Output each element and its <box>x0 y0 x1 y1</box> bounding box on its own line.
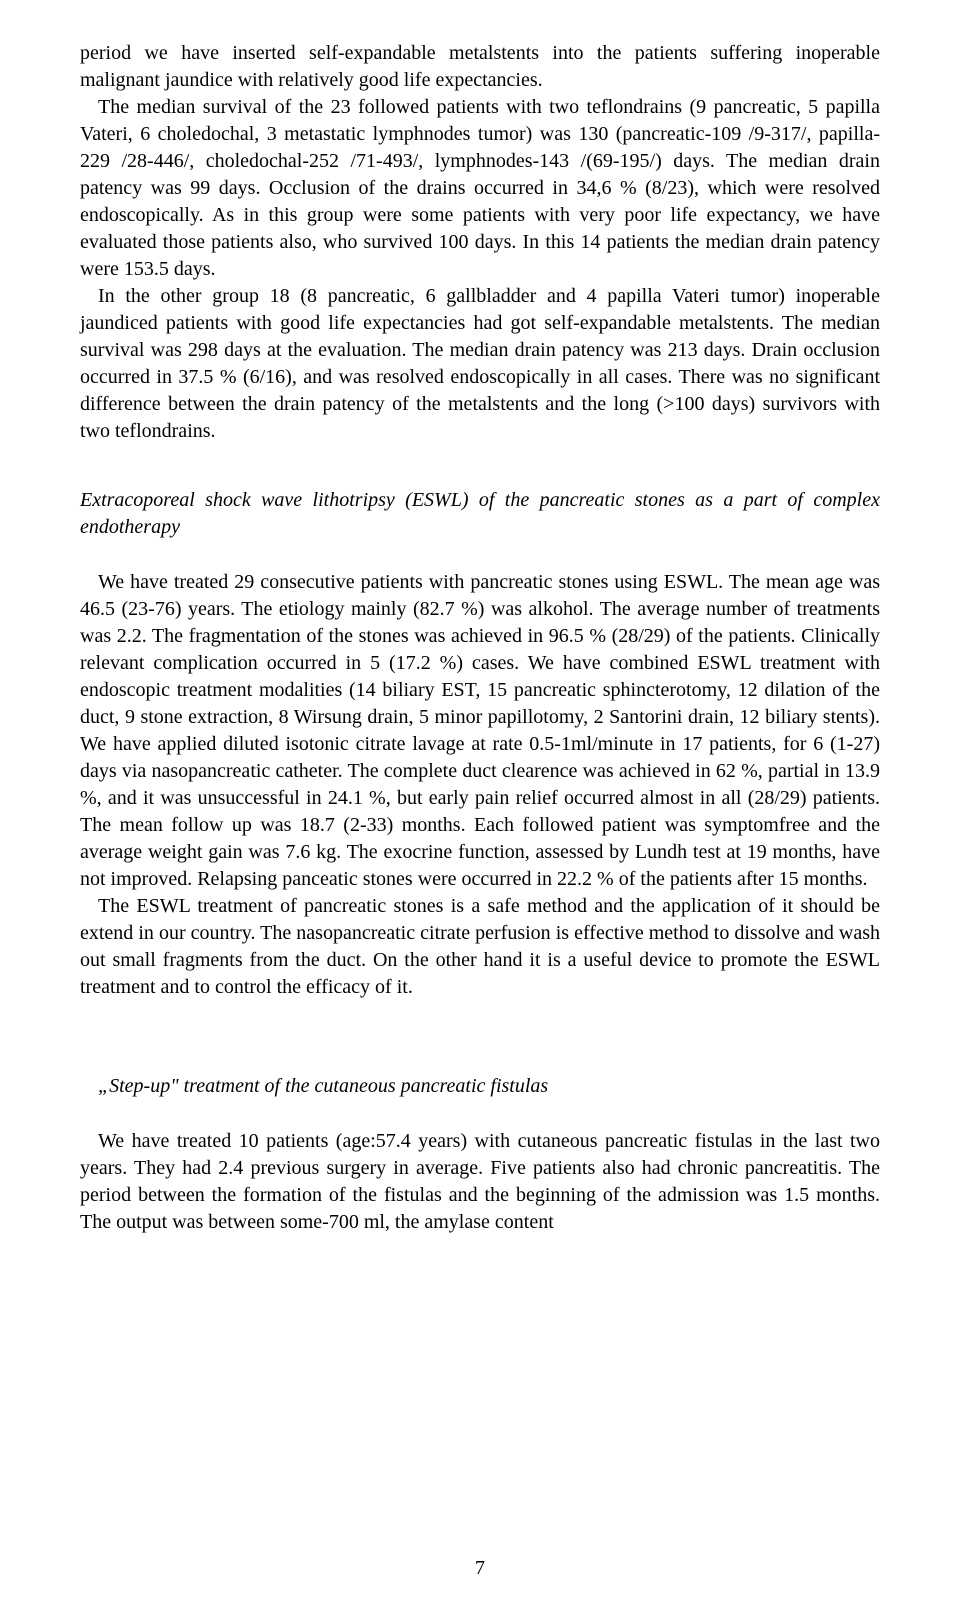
body-paragraph: The median survival of the 23 followed p… <box>80 94 880 283</box>
body-paragraph: We have treated 10 patients (age:57.4 ye… <box>80 1128 880 1236</box>
body-paragraph: The ESWL treatment of pancreatic stones … <box>80 893 880 1001</box>
section-heading: „Step-up" treatment of the cutaneous pan… <box>80 1073 880 1100</box>
body-paragraph: period we have inserted self-expandable … <box>80 40 880 94</box>
body-paragraph: In the other group 18 (8 pancreatic, 6 g… <box>80 283 880 445</box>
body-paragraph: We have treated 29 consecutive patients … <box>80 569 880 893</box>
section-heading: Extracoporeal shock wave lithotripsy (ES… <box>80 487 880 541</box>
page-number: 7 <box>0 1557 960 1580</box>
